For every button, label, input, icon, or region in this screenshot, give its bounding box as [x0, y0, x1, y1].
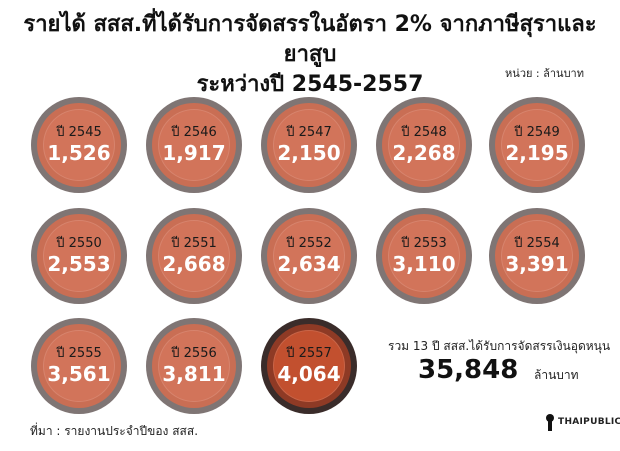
chart-title: รายได้ สสส.ที่ได้รับการจัดสรรในอัตรา 2% …: [0, 10, 620, 100]
coin-2549: ปี 2549 2,195: [489, 97, 585, 193]
year-label: ปี 2556: [171, 346, 217, 361]
coin-ring: ปี 2557 4,064: [267, 324, 351, 408]
coin-face: ปี 2557 4,064: [273, 330, 345, 402]
year-label: ปี 2548: [401, 125, 447, 140]
coin-2551: ปี 2551 2,668: [146, 208, 242, 304]
year-label: ปี 2549: [514, 125, 560, 140]
coin-2557: ปี 2557 4,064: [261, 318, 357, 414]
coin-2548: ปี 2548 2,268: [376, 97, 472, 193]
coin-ring: ปี 2552 2,634: [267, 214, 351, 298]
value-label: 2,195: [505, 141, 569, 165]
coin-face: ปี 2546 1,917: [158, 109, 230, 181]
coin-ring: ปี 2551 2,668: [152, 214, 236, 298]
year-label: ปี 2551: [171, 236, 217, 251]
coin-2547: ปี 2547 2,150: [261, 97, 357, 193]
coin-2546: ปี 2546 1,917: [146, 97, 242, 193]
value-label: 3,811: [162, 362, 226, 386]
coin-face: ปี 2550 2,553: [43, 220, 115, 292]
coin-face: ปี 2554 3,391: [501, 220, 573, 292]
coin-2555: ปี 2555 3,561: [31, 318, 127, 414]
coin-ring: ปี 2553 3,110: [382, 214, 466, 298]
coin-2556: ปี 2556 3,811: [146, 318, 242, 414]
value-label: 1,917: [162, 141, 226, 165]
year-label: ปี 2553: [401, 236, 447, 251]
coin-ring: ปี 2550 2,553: [37, 214, 121, 298]
coin-2545: ปี 2545 1,526: [31, 97, 127, 193]
year-label: ปี 2546: [171, 125, 217, 140]
year-label: ปี 2545: [56, 125, 102, 140]
coin-ring: ปี 2549 2,195: [495, 103, 579, 187]
coin-ring: ปี 2554 3,391: [495, 214, 579, 298]
keyhole-icon: [546, 414, 554, 431]
coin-ring: ปี 2545 1,526: [37, 103, 121, 187]
value-label: 3,561: [47, 362, 111, 386]
coin-face: ปี 2549 2,195: [501, 109, 573, 181]
logo-text: THAIPUBLICA: [558, 417, 620, 427]
coin-2554: ปี 2554 3,391: [489, 208, 585, 304]
value-label: 2,668: [162, 252, 226, 276]
coin-face: ปี 2547 2,150: [273, 109, 345, 181]
coin-face: ปี 2545 1,526: [43, 109, 115, 181]
total-unit: ล้านบาท: [534, 368, 579, 382]
coin-ring: ปี 2546 1,917: [152, 103, 236, 187]
total-label: รวม 13 ปี สสส.ได้รับการจัดสรรเงินอุดหนุน: [388, 339, 611, 353]
coin-2553: ปี 2553 3,110: [376, 208, 472, 304]
value-label: 3,110: [392, 252, 456, 276]
coin-ring: ปี 2548 2,268: [382, 103, 466, 187]
thaipublica-logo: THAIPUBLICA: [545, 413, 620, 431]
year-label: ปี 2552: [286, 236, 332, 251]
source-note: ที่มา : รายงานประจำปีของ สสส.: [30, 424, 199, 438]
coin-ring: ปี 2555 3,561: [37, 324, 121, 408]
total-value: 35,848: [418, 355, 519, 385]
coin-face: ปี 2555 3,561: [43, 330, 115, 402]
year-label: ปี 2554: [514, 236, 560, 251]
coin-face: ปี 2548 2,268: [388, 109, 460, 181]
title-line-1: รายได้ สสส.ที่ได้รับการจัดสรรในอัตรา 2% …: [23, 12, 597, 67]
coin-2552: ปี 2552 2,634: [261, 208, 357, 304]
value-label: 2,634: [277, 252, 341, 276]
value-label: 4,064: [277, 362, 341, 386]
year-label: ปี 2547: [286, 125, 332, 140]
coin-face: ปี 2552 2,634: [273, 220, 345, 292]
value-label: 2,268: [392, 141, 456, 165]
year-label: ปี 2555: [56, 346, 102, 361]
coin-ring: ปี 2556 3,811: [152, 324, 236, 408]
coin-ring: ปี 2547 2,150: [267, 103, 351, 187]
title-line-2: ระหว่างปี 2545-2557: [196, 72, 424, 97]
value-label: 2,553: [47, 252, 111, 276]
year-label: ปี 2557: [286, 346, 332, 361]
coin-face: ปี 2556 3,811: [158, 330, 230, 402]
year-label: ปี 2550: [56, 236, 102, 251]
coin-face: ปี 2553 3,110: [388, 220, 460, 292]
value-label: 1,526: [47, 141, 111, 165]
value-label: 2,150: [277, 141, 341, 165]
unit-label: หน่วย : ล้านบาท: [505, 67, 584, 80]
value-label: 3,391: [505, 252, 569, 276]
coin-2550: ปี 2550 2,553: [31, 208, 127, 304]
coin-face: ปี 2551 2,668: [158, 220, 230, 292]
